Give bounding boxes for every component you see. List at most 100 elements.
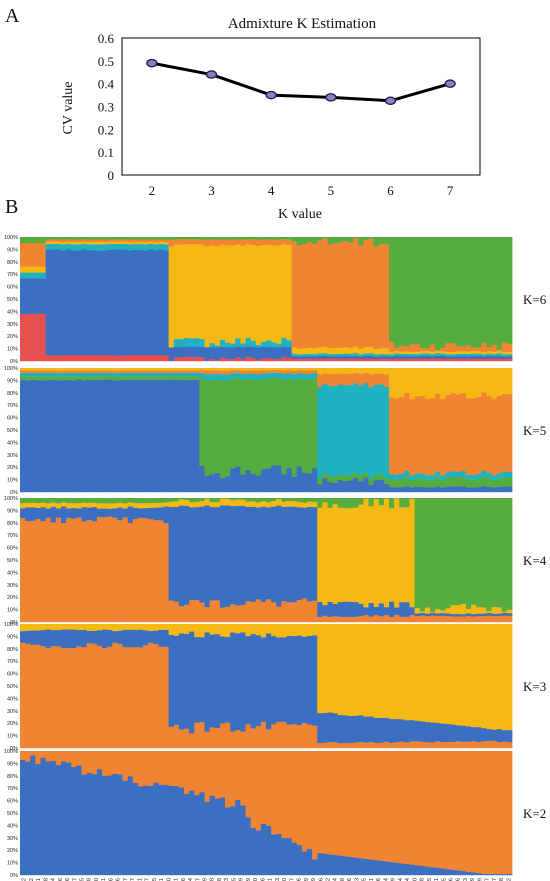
ancestry-bar-segment [307,601,313,623]
ancestry-bar-segment [476,872,482,876]
ancestry-bar-segment [127,506,134,524]
ancestry-bar-segment [35,630,41,645]
ancestry-bar-segment [307,237,313,243]
ancestry-bar-segment [404,498,410,508]
ancestry-bar-segment [281,637,287,722]
sample-id-label: 11 [174,878,180,881]
ancestry-bar-segment [337,373,344,385]
ancestry-bar-segment [71,241,77,245]
ancestry-bar-segment [435,393,441,472]
ancestry-bar-segment [414,720,421,742]
ancestry-bar-segment [55,376,62,381]
ancestry-bar-segment [368,368,375,375]
ancestry-bar-segment [225,380,231,477]
ancestry-bar-segment [66,751,72,763]
ancestry-bar-segment [450,604,457,615]
ancestry-bar-segment [225,370,231,375]
ancestry-bar-segment [86,241,93,245]
ancestry-bar-segment [235,237,241,240]
ancestry-bar-segment [409,356,416,359]
ancestry-bar-segment [127,647,134,749]
ancestry-bar-segment [291,506,298,603]
ancestry-bar-segment [61,498,67,503]
ancestry-bar-segment [199,721,205,749]
ancestry-bar-segment [245,506,252,602]
ancestry-bar-segment [363,346,369,354]
panel-a-label: A [5,5,20,27]
ancestry-bar-segment [342,355,349,359]
ancestry-bar-segment [199,751,205,793]
x-tick-label: 7 [447,183,454,198]
ancestry-bar-segment [301,751,308,852]
ancestry-bar-segment [281,624,287,638]
ancestry-bar-segment [312,237,318,244]
ancestry-bar-segment [173,376,180,380]
ancestry-bar-segment [455,741,462,749]
ancestry-bar-segment [86,370,93,373]
sample-id-label: 152 [22,878,28,881]
ancestry-bar-segment [414,741,421,749]
ancestry-bar-segment [271,239,277,246]
ancestry-bar-segment [471,398,477,476]
ancestry-bar-segment [435,237,441,351]
ancestry-bar-segment [471,613,477,617]
ancestry-bar-segment [225,239,231,246]
ancestry-bar-segment [20,642,26,749]
percent-tick-label: 30% [7,709,18,715]
panel-b: B 0%10%20%30%40%50%60%70%80%90%100%K=60%… [4,196,547,881]
ancestry-bar-segment [327,358,334,362]
ancestry-bar-segment [327,353,334,357]
ancestry-bar-segment [409,237,416,345]
ancestry-bar-segment [76,354,82,362]
ancestry-bar-segment [71,767,77,876]
ancestry-bar-segment [255,359,262,362]
ancestry-bar-segment [404,507,410,603]
ancestry-bar-segment [225,636,231,723]
ancestry-bar-segment [317,742,323,749]
ancestry-bar-segment [281,751,287,839]
ancestry-bar-segment [296,507,303,601]
ancestry-bar-segment [117,368,123,371]
ancestry-bar-segment [214,501,221,508]
ancestry-bar-segment [148,376,154,380]
ancestry-bar-segment [317,852,323,876]
ancestry-bar-segment [122,647,129,749]
ancestry-bar-segment [255,635,262,727]
ancestry-bar-segment [127,751,134,777]
ancestry-bar-segment [225,342,231,348]
ancestry-bar-segment [373,614,380,623]
sample-id-label: 70 [412,878,418,881]
ancestry-bar-segment [353,601,359,617]
ancestry-bar-segment [286,340,293,347]
sample-id-label: 27 [130,878,136,881]
ancestry-bar-segment [40,237,47,244]
ancestry-bar-segment [348,356,354,359]
ancestry-bar-segment [481,368,487,393]
ancestry-bar-segment [501,393,508,472]
ancestry-bar-segment [153,368,159,371]
ancestry-bar-segment [445,354,451,357]
ancestry-bar-segment [368,353,375,356]
percent-tick-label: 70% [7,272,18,278]
ancestry-bar-segment [178,368,185,371]
ancestry-bar-segment [358,741,364,749]
ancestry-bar-segment [332,624,339,714]
ancestry-bar-segment [240,343,246,348]
ancestry-bar-segment [496,624,503,730]
ancestry-bar-segment [71,354,77,362]
ancestry-bar-segment [158,624,164,630]
ancestry-bar-segment [358,358,364,362]
ancestry-bar-segment [496,368,503,397]
ancestry-bar-segment [61,506,67,524]
ancestry-bar-segment [189,356,195,362]
ancestry-bar-segment [476,607,482,614]
ancestry-bar-segment [168,501,175,508]
ancestry-bar-segment [414,498,421,609]
ancestry-bar-segment [430,351,436,355]
ancestry-bar-segment [194,498,200,503]
ancestry-bar-segment [71,372,77,377]
ancestry-bar-segment [117,630,123,644]
ancestry-bar-segment [419,347,426,352]
ancestry-bar-segment [184,244,190,338]
ancestry-bar-segment [271,724,277,749]
